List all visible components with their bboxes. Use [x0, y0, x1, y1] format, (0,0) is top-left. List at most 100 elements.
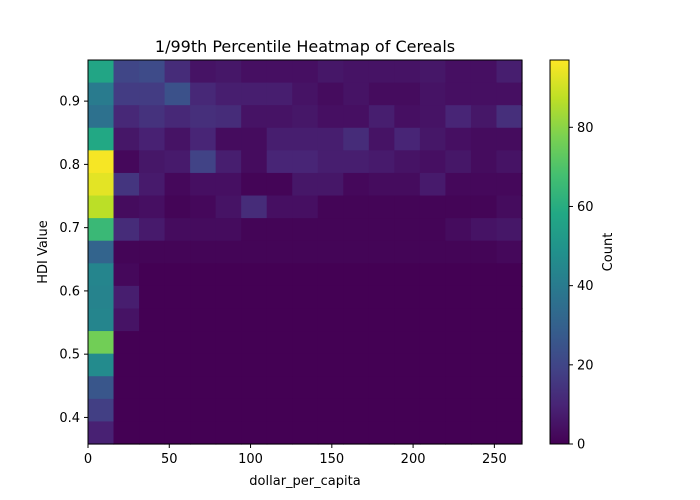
heatmap-cell [292, 172, 319, 197]
heatmap-cell [343, 331, 370, 355]
heatmap-cell [88, 150, 115, 174]
heatmap-cell [368, 308, 395, 332]
chart-title: 1/99th Percentile Heatmap of Cereals [155, 37, 455, 56]
heatmap-cell [343, 308, 370, 332]
heatmap-cell [292, 195, 319, 219]
heatmap-cell [266, 195, 293, 219]
heatmap-cell [292, 285, 319, 310]
x-tick-label: 200 [401, 452, 426, 467]
y-axis-ticks: 0.4 0.5 0.6 0.7 0.8 0.9 [59, 95, 88, 426]
heatmap-cell [241, 263, 268, 287]
x-tick-label: 100 [238, 452, 263, 467]
heatmap-cell [394, 105, 421, 129]
heatmap-cell [394, 308, 421, 332]
heatmap-cell [470, 353, 498, 377]
heatmap-cell [496, 376, 523, 400]
heatmap-cell [139, 308, 166, 332]
heatmap-cell [470, 172, 498, 197]
heatmap-cell [470, 421, 498, 445]
heatmap-cell [164, 285, 191, 310]
heatmap-cell [292, 421, 319, 445]
heatmap-cell [343, 150, 370, 174]
heatmap-cell [241, 308, 268, 332]
heatmap-cell [317, 150, 344, 174]
heatmap-cell [266, 353, 293, 377]
heatmap-cell [496, 105, 523, 129]
heatmap-cell [394, 127, 421, 151]
heatmap-cell [215, 172, 242, 197]
heatmap-cell [190, 353, 217, 377]
heatmap-cell [241, 285, 268, 310]
heatmap-cell [266, 263, 293, 287]
heatmap-cell [139, 82, 166, 106]
heatmap-cell [419, 105, 447, 129]
heatmap-cell [470, 105, 498, 129]
heatmap-cell [394, 331, 421, 355]
heatmap-cell [113, 285, 140, 310]
heatmap-cell [190, 172, 217, 197]
heatmap-cell [445, 376, 472, 400]
heatmap-cell [266, 376, 293, 400]
heatmap-cell [419, 195, 447, 219]
heatmap-cell [317, 172, 344, 197]
heatmap-cell [445, 240, 472, 264]
heatmap-cell [139, 60, 166, 84]
heatmap-cell [317, 353, 344, 377]
heatmap-cell [292, 60, 319, 84]
heatmap-cell [419, 398, 447, 423]
heatmap-cell [164, 376, 191, 400]
heatmap-cell [241, 172, 268, 197]
heatmap-cell [445, 331, 472, 355]
heatmap-cell [292, 263, 319, 287]
heatmap-cell [139, 421, 166, 445]
heatmap-cell [190, 240, 217, 264]
heatmap-cell [164, 398, 191, 423]
heatmap-cell [470, 263, 498, 287]
heatmap-cell [445, 218, 472, 242]
heatmap-cell [215, 421, 242, 445]
y-tick-label: 0.5 [59, 348, 80, 363]
heatmap-cell [88, 308, 115, 332]
heatmap-cell [368, 376, 395, 400]
heatmap-cell [266, 331, 293, 355]
heatmap-cell [164, 218, 191, 242]
heatmap-cell [139, 263, 166, 287]
heatmap-cell [164, 150, 191, 174]
heatmap-cell [394, 195, 421, 219]
heatmap-cell [394, 82, 421, 106]
x-tick-label: 150 [319, 452, 344, 467]
heatmap-cell [419, 353, 447, 377]
heatmap-cell [470, 82, 498, 106]
heatmap-cell [139, 127, 166, 151]
heatmap-cell [419, 376, 447, 400]
heatmap-cell [445, 172, 472, 197]
heatmap-cell [241, 127, 268, 151]
heatmap-cell [419, 60, 447, 84]
heatmap-cell [419, 82, 447, 106]
heatmap-cell [445, 263, 472, 287]
heatmap-cell [317, 82, 344, 106]
heatmap-cell [470, 60, 498, 84]
x-tick-label: 0 [84, 452, 92, 467]
heatmap-cell [164, 195, 191, 219]
heatmap-cell [164, 60, 191, 84]
heatmap-cell [241, 398, 268, 423]
x-axis-label: dollar_per_capita [249, 474, 360, 489]
heatmap-cell [88, 376, 115, 400]
heatmap-cell [190, 421, 217, 445]
heatmap-cell [113, 398, 140, 423]
heatmap-cell [139, 105, 166, 129]
heatmap-cell [343, 398, 370, 423]
heatmap-cell [241, 421, 268, 445]
colorbar-tick-label: 60 [577, 200, 594, 215]
heatmap-cell [215, 105, 242, 129]
heatmap-cell [164, 240, 191, 264]
heatmap-cell [266, 398, 293, 423]
heatmap-cell [470, 331, 498, 355]
heatmap-cell [317, 263, 344, 287]
heatmap-cell [88, 331, 115, 355]
heatmap-cell [343, 263, 370, 287]
heatmap-cell [419, 240, 447, 264]
colorbar-tick-label: 40 [577, 279, 594, 294]
heatmap-cell [139, 150, 166, 174]
